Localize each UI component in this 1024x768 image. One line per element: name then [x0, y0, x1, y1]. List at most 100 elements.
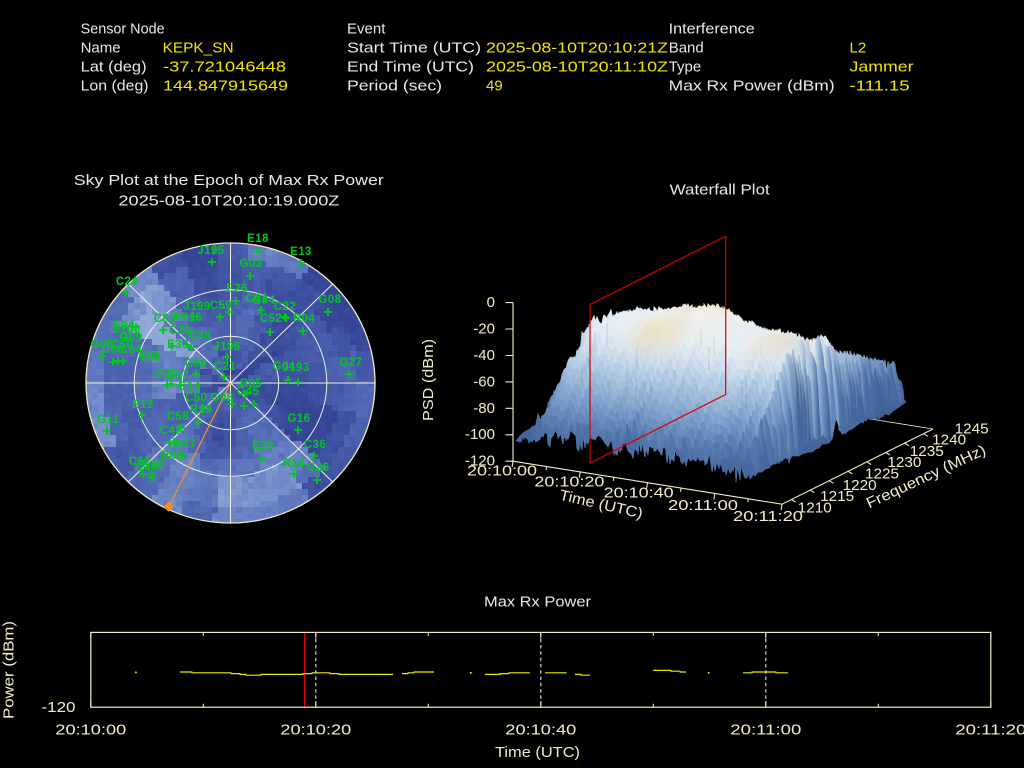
svg-text:E04: E04	[113, 320, 135, 332]
svg-text:G16: G16	[288, 413, 311, 425]
svg-text:1240: 1240	[932, 432, 966, 449]
svg-text:C52: C52	[260, 313, 282, 325]
svg-text:Waterfall Plot: Waterfall Plot	[670, 182, 771, 199]
svg-text:20:11:20: 20:11:20	[955, 722, 1024, 739]
svg-text:Type: Type	[669, 59, 702, 76]
svg-text:Lat (deg): Lat (deg)	[81, 59, 147, 76]
svg-text:C03: C03	[154, 313, 176, 325]
svg-text:KEPK_SN: KEPK_SN	[163, 40, 234, 57]
svg-text:-111.15: -111.15	[850, 78, 910, 95]
svg-text:G11: G11	[97, 414, 120, 426]
svg-text:G07: G07	[167, 370, 190, 382]
svg-text:Jammer: Jammer	[850, 59, 914, 76]
svg-text:Start Time (UTC): Start Time (UTC)	[347, 40, 481, 57]
svg-text:R06: R06	[161, 450, 183, 462]
svg-text:R14: R14	[283, 458, 306, 470]
svg-text:C26: C26	[169, 325, 191, 337]
svg-text:C60: C60	[111, 339, 133, 351]
svg-text:2025-08-10T20:10:19.000Z: 2025-08-10T20:10:19.000Z	[118, 192, 339, 209]
svg-text:20:11:00: 20:11:00	[730, 722, 801, 739]
svg-text:Interference: Interference	[669, 20, 755, 37]
svg-text:R05: R05	[240, 378, 263, 390]
svg-text:-20: -20	[473, 321, 495, 338]
svg-text:C64: C64	[120, 344, 143, 356]
svg-text:20:10:00: 20:10:00	[55, 722, 126, 739]
svg-text:C58: C58	[167, 411, 190, 423]
svg-text:1230: 1230	[887, 454, 921, 471]
svg-text:Power (dBm): Power (dBm)	[1, 621, 18, 719]
svg-text:144.847915649: 144.847915649	[163, 78, 288, 95]
svg-text:G46: G46	[142, 459, 165, 471]
svg-text:C38: C38	[189, 330, 212, 342]
svg-text:Max Rx Power: Max Rx Power	[484, 594, 591, 611]
svg-text:C22: C22	[274, 301, 296, 313]
svg-text:Period (sec): Period (sec)	[347, 78, 442, 95]
svg-text:-100: -100	[465, 426, 495, 443]
svg-text:20:11:20: 20:11:20	[733, 508, 803, 525]
svg-text:Name: Name	[81, 40, 121, 57]
svg-text:R04: R04	[293, 313, 316, 325]
svg-text:20:10:40: 20:10:40	[505, 722, 576, 739]
svg-text:G30: G30	[155, 368, 178, 380]
svg-text:20:11:00: 20:11:00	[668, 497, 738, 514]
svg-text:End Time (UTC): End Time (UTC)	[347, 59, 474, 76]
svg-text:C08: C08	[185, 358, 208, 370]
svg-text:C62: C62	[129, 456, 151, 468]
svg-text:1220: 1220	[843, 477, 877, 494]
svg-text:20:10:40: 20:10:40	[604, 484, 674, 501]
svg-text:1215: 1215	[820, 488, 854, 505]
svg-text:C36: C36	[304, 439, 326, 451]
svg-text:C61: C61	[246, 293, 269, 305]
svg-text:G45: G45	[237, 386, 260, 398]
svg-text:E18: E18	[247, 233, 269, 245]
svg-text:G08: G08	[319, 294, 342, 306]
svg-text:R19: R19	[190, 404, 212, 416]
svg-text:J193: J193	[282, 362, 309, 374]
svg-text:-40: -40	[473, 347, 495, 364]
svg-text:C24: C24	[116, 276, 139, 288]
svg-text:J196: J196	[213, 341, 240, 353]
svg-text:Sensor Node: Sensor Node	[81, 20, 165, 37]
svg-text:2025-08-10T20:11:10Z: 2025-08-10T20:11:10Z	[486, 59, 668, 76]
svg-text:G03: G03	[240, 258, 263, 270]
svg-text:20:10:20: 20:10:20	[534, 473, 604, 490]
svg-text:1210: 1210	[798, 499, 832, 516]
svg-text:C21: C21	[214, 361, 237, 373]
svg-text:20:10:00: 20:10:00	[467, 463, 537, 480]
svg-text:1225: 1225	[865, 466, 899, 483]
svg-text:-37.721046448: -37.721046448	[163, 59, 286, 76]
svg-text:C46: C46	[136, 462, 158, 474]
svg-text:G04: G04	[253, 295, 276, 307]
svg-text:E26: E26	[226, 283, 248, 295]
svg-text:E33: E33	[167, 339, 189, 351]
svg-text:G27: G27	[340, 357, 363, 369]
svg-text:J195: J195	[197, 245, 224, 257]
svg-text:-120: -120	[42, 699, 76, 716]
svg-text:G06: G06	[91, 339, 114, 351]
svg-text:Event: Event	[347, 20, 386, 37]
svg-text:G26: G26	[307, 462, 330, 474]
svg-text:Sky Plot at the Epoch of Max R: Sky Plot at the Epoch of Max Rx Power	[74, 172, 384, 189]
svg-text:Band: Band	[669, 40, 704, 57]
svg-text:-120: -120	[465, 453, 495, 470]
svg-text:Max Rx Power (dBm): Max Rx Power (dBm)	[669, 78, 835, 95]
svg-text:2025-08-10T20:10:21Z: 2025-08-10T20:10:21Z	[486, 40, 668, 57]
svg-text:49: 49	[486, 78, 503, 95]
svg-text:G08: G08	[211, 392, 234, 404]
svg-text:0: 0	[487, 294, 495, 311]
svg-text:Lon (deg): Lon (deg)	[81, 78, 149, 95]
svg-text:-60: -60	[473, 373, 495, 390]
svg-text:J199: J199	[183, 301, 210, 313]
svg-text:C66: C66	[102, 344, 124, 356]
svg-text:E13: E13	[290, 246, 312, 258]
svg-text:C50: C50	[185, 392, 207, 404]
svg-text:Time (UTC): Time (UTC)	[495, 744, 580, 761]
svg-text:20:10:20: 20:10:20	[280, 722, 351, 739]
svg-text:1245: 1245	[955, 420, 989, 437]
svg-text:1235: 1235	[910, 443, 944, 460]
svg-text:C42: C42	[160, 425, 182, 437]
svg-text:G04: G04	[273, 361, 296, 373]
svg-text:-80: -80	[473, 400, 495, 417]
svg-text:PSD (dBm): PSD (dBm)	[420, 339, 437, 421]
svg-text:E29: E29	[252, 440, 274, 452]
